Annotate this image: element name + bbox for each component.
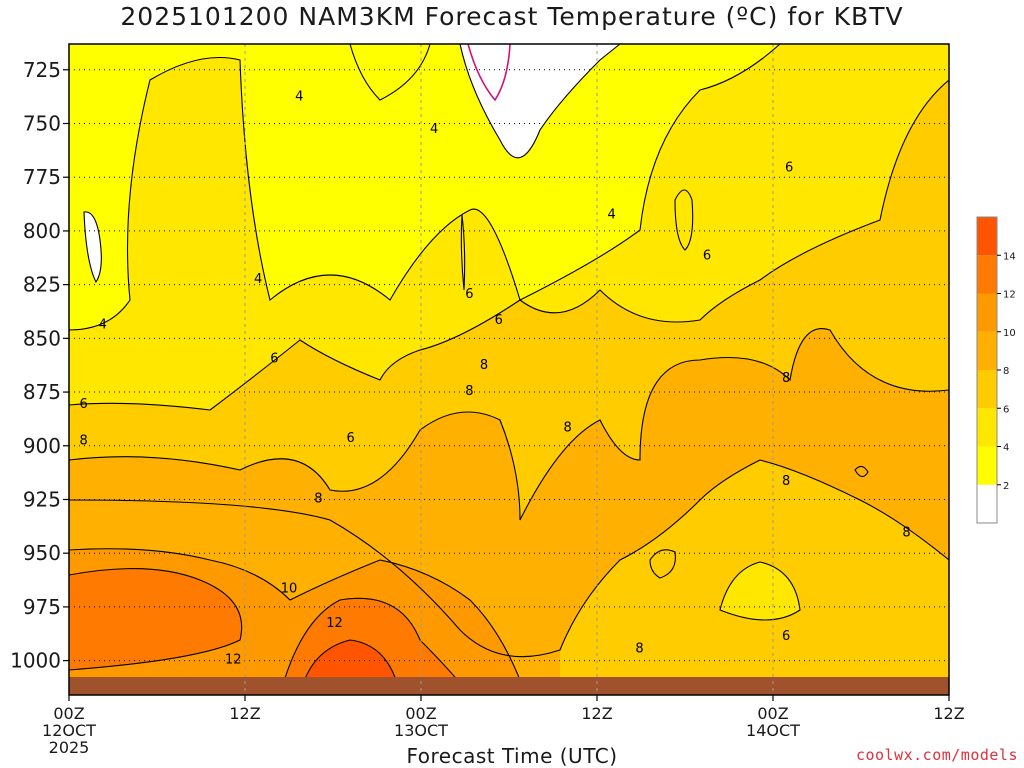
x-tick-label: 00Z	[53, 704, 84, 723]
x-axis-label: Forecast Time (UTC)	[406, 744, 618, 768]
y-tick-label: 1000	[10, 649, 61, 673]
y-tick-label: 775	[23, 165, 61, 189]
plot-frame	[68, 43, 950, 696]
colorbar-tick-label: 6	[1003, 404, 1009, 415]
colorbar-band	[977, 408, 997, 447]
grid-lines	[69, 44, 949, 695]
terrain-mask	[69, 677, 949, 695]
colorbar-tick-label: 2	[1003, 481, 1009, 492]
y-axis: 725 750 775 800 825 850 875 900 925 950 975 1000	[10, 58, 69, 673]
y-tick-label: 725	[23, 58, 61, 82]
x-tick-label: 14OCT	[746, 721, 800, 740]
cold-pocket-top	[350, 44, 620, 158]
colorbar-band	[977, 293, 997, 332]
contour-label: 8	[782, 474, 790, 489]
y-tick-label: 850	[23, 326, 61, 350]
zero-isotherm	[467, 44, 511, 102]
colorbar-tick-label: 14	[1003, 251, 1016, 262]
contour-label: 4	[430, 122, 438, 137]
contour-label: 6	[703, 249, 711, 264]
x-tick-label: 00Z	[757, 704, 788, 723]
colorbar-tick-label: 8	[1003, 366, 1009, 377]
y-tick-label: 975	[23, 595, 61, 619]
contour-label: 6	[495, 313, 503, 328]
y-tick-label: 875	[23, 380, 61, 404]
y-tick-label: 750	[23, 111, 61, 135]
colorbar-band	[977, 331, 997, 370]
band-12-14-west	[69, 568, 242, 670]
chart-title: 2025101200 NAM3KM Forecast Temperature (…	[120, 2, 904, 31]
contour-label: 8	[564, 420, 572, 435]
y-tick-label: 800	[23, 219, 61, 243]
band-2-4	[69, 44, 780, 330]
colorbar-band	[977, 370, 997, 409]
contour-label: 8	[480, 358, 488, 373]
y-tick-label: 925	[23, 487, 61, 511]
colorbar-tick-label: 10	[1003, 328, 1016, 339]
contour-label: 6	[785, 160, 793, 175]
band-8-10	[69, 328, 949, 657]
x-tick-label: 12Z	[933, 704, 964, 723]
y-tick-label: 825	[23, 273, 61, 297]
contour-label: 8	[635, 642, 643, 657]
contour-label: 6	[782, 629, 790, 644]
cold-pocket-left	[84, 211, 102, 282]
contour-label: 4	[99, 317, 107, 332]
x-tick-label: 12OCT	[42, 721, 96, 740]
contour-label: 12	[225, 652, 242, 667]
contour-label: 10	[281, 582, 298, 597]
colorbar-band	[977, 446, 997, 485]
cool-pocket	[720, 562, 800, 620]
colorbar-tick-label: 4	[1003, 443, 1009, 454]
contour-label: 8	[465, 384, 473, 399]
colorbar-band	[977, 217, 997, 256]
contour-label: 6	[346, 431, 354, 446]
contour-label: 8	[902, 526, 910, 541]
contour-label: 6	[465, 287, 473, 302]
contour-lines	[69, 44, 949, 695]
x-tick-label: 12Z	[581, 704, 612, 723]
colorbar-tick-label: 12	[1003, 290, 1016, 301]
contour-label: 4	[295, 90, 303, 105]
contour-label: 8	[314, 491, 322, 506]
x-tick-label: 13OCT	[394, 721, 448, 740]
contour-label: 8	[80, 433, 88, 448]
colorbar: 2 4 6 8 10 12 14	[976, 216, 1016, 524]
colorbar-band	[977, 484, 997, 523]
band-4-6	[69, 44, 949, 410]
colorbar-band	[977, 255, 997, 294]
x-tick-label: 00Z	[405, 704, 436, 723]
x-tick-label: 2025	[49, 738, 90, 757]
x-tick-label: 12Z	[229, 704, 260, 723]
y-tick-label: 900	[23, 434, 61, 458]
contour-label: 6	[270, 352, 278, 367]
contour-label: 4	[254, 272, 262, 287]
contour-label: 8	[782, 371, 790, 386]
credit-link[interactable]: coolwx.com/models	[855, 746, 1018, 764]
contour-label: 12	[326, 616, 343, 631]
contour-label: 4	[608, 208, 616, 223]
contour-label: 6	[80, 397, 88, 412]
y-tick-label: 950	[23, 541, 61, 565]
